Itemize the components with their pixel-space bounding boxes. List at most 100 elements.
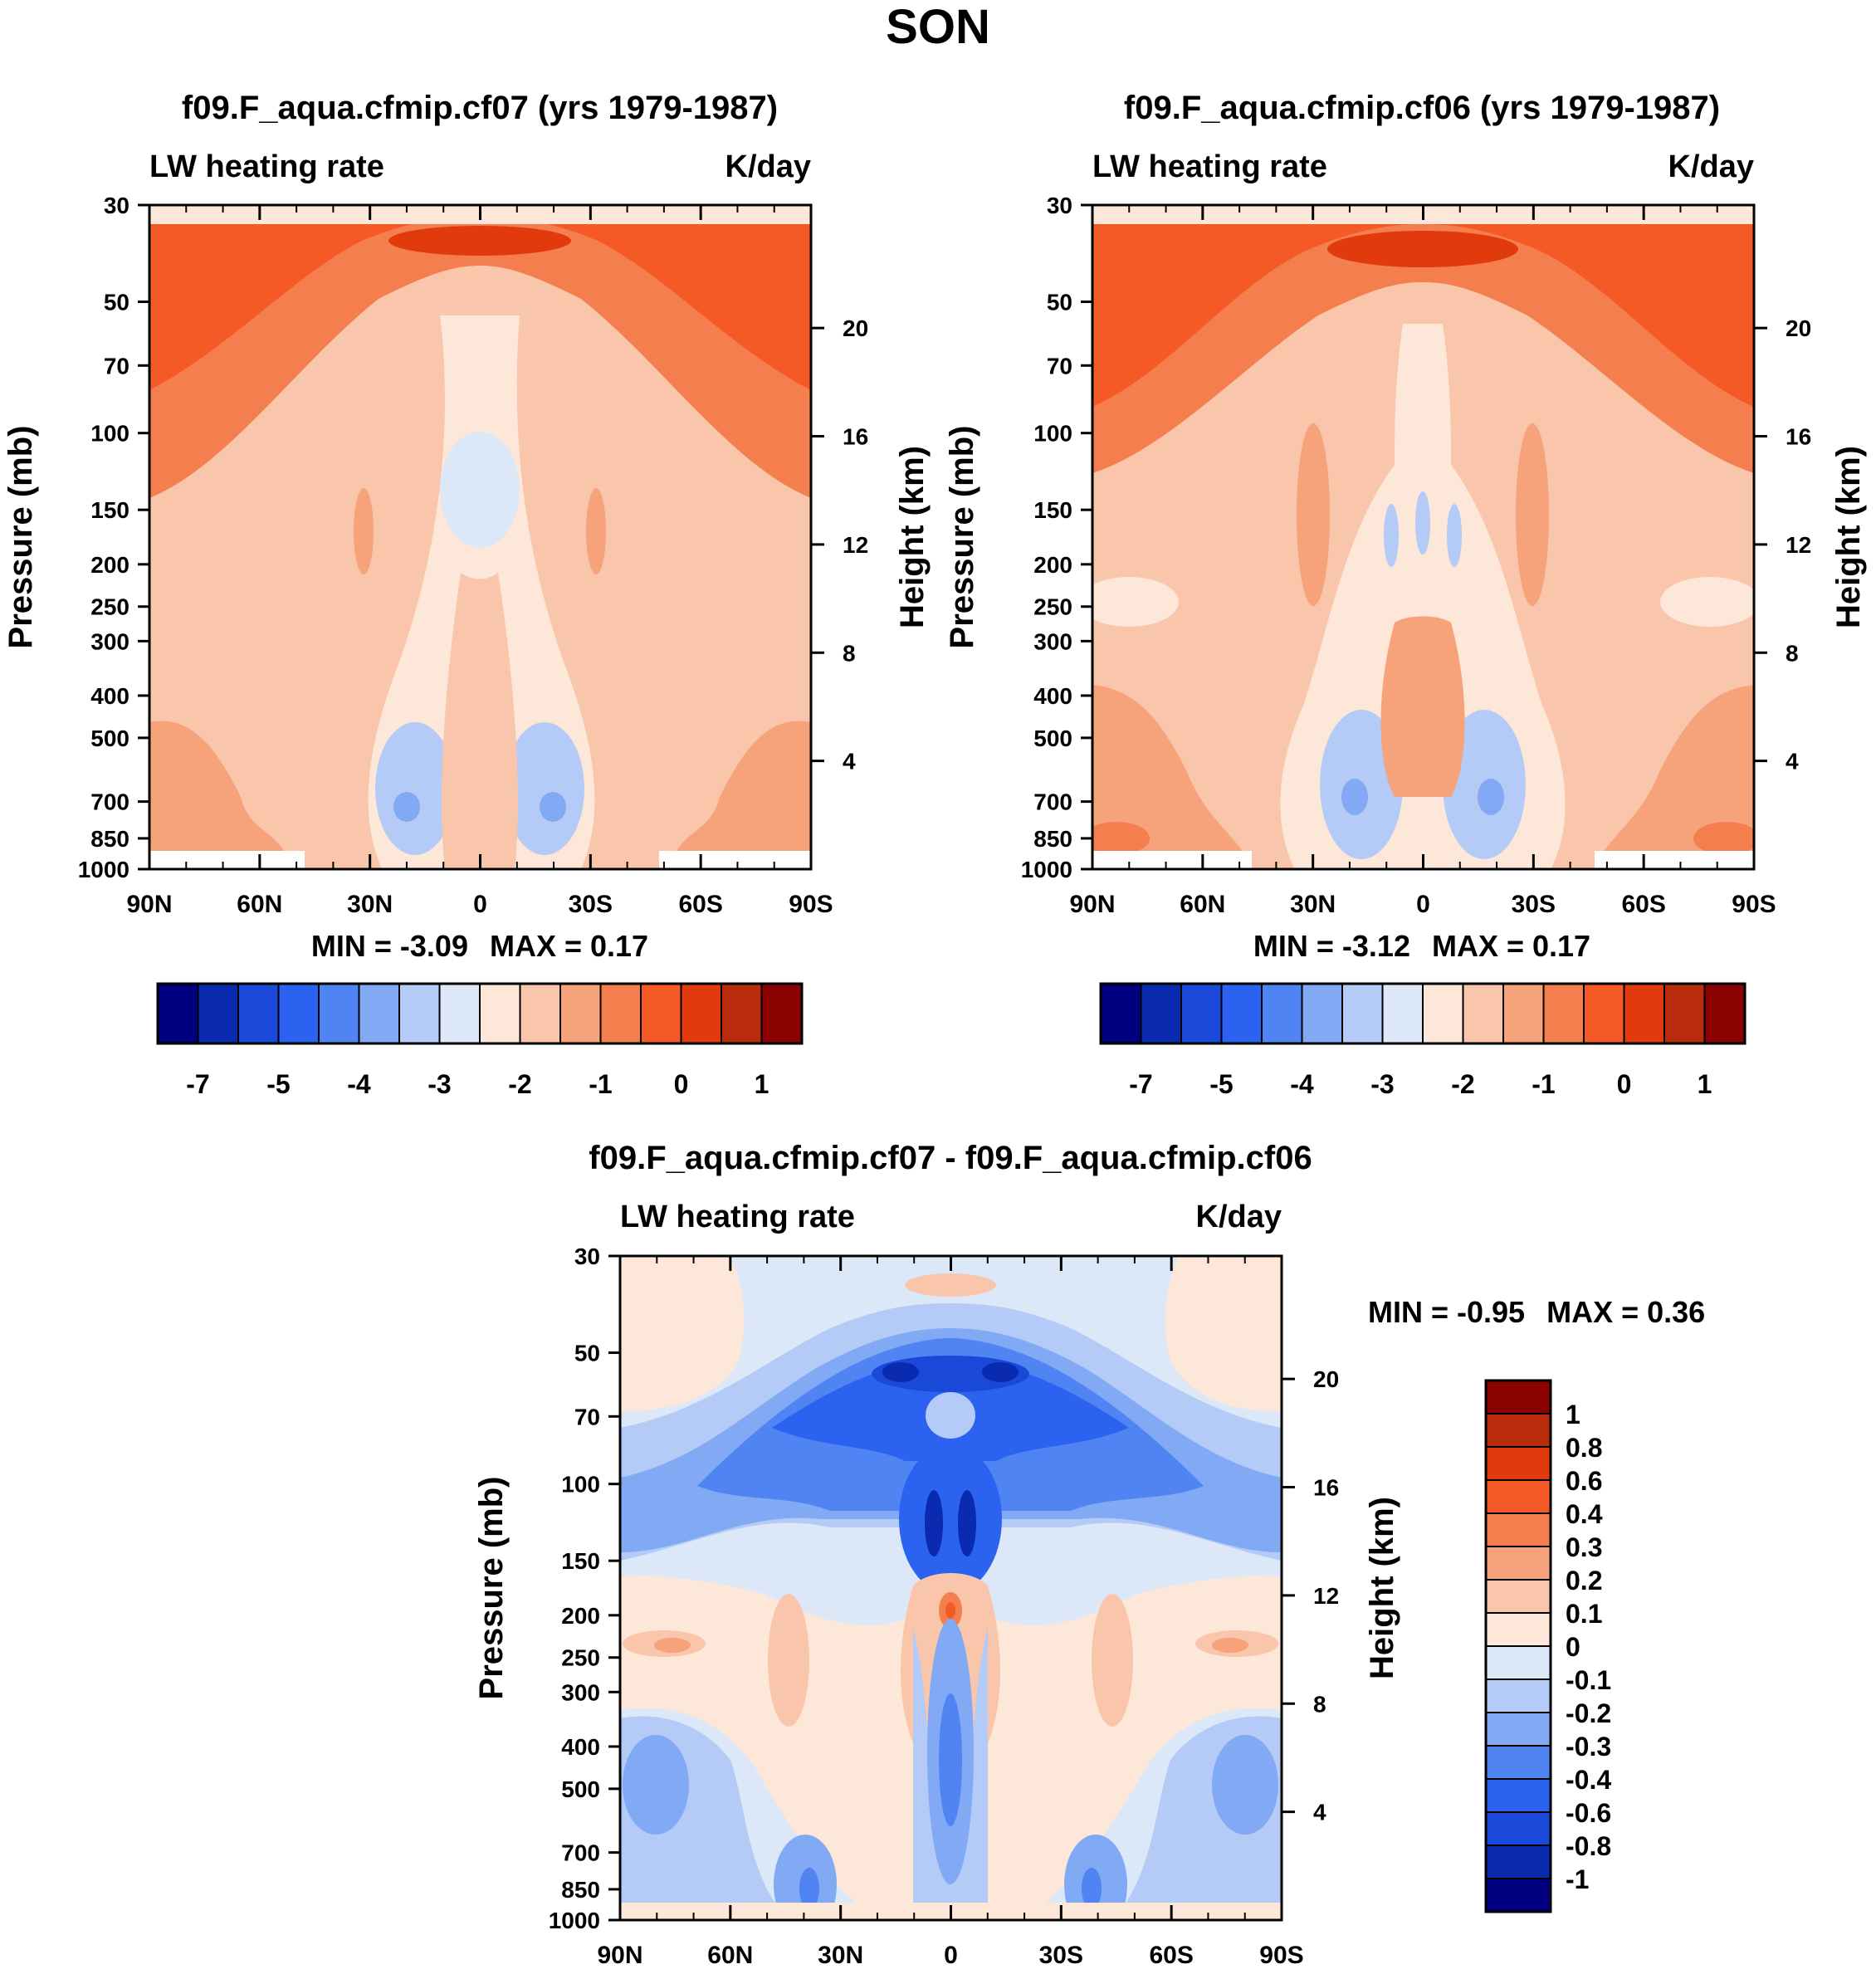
colorbar-label: -2 [508, 1069, 531, 1099]
contour-equator-peak [945, 1602, 955, 1619]
x-axis: 90N 60N 30N 0 30S 60S 90S [126, 205, 833, 918]
contour-lowlevel-left [1092, 577, 1179, 627]
x-tick-label: 30S [569, 891, 613, 918]
contour-cool-right-core [540, 792, 566, 822]
y-axis-pressure: 30 50 70 100 150 200 250 300 400 500 700 850 1000 [78, 193, 149, 882]
colorbar-box [1485, 1612, 1551, 1647]
y-tick-label: 400 [1033, 683, 1072, 709]
colorbar-label: 1 [1566, 1400, 1580, 1429]
contour-cool-aloft [440, 432, 520, 548]
contour-equator-tongue [442, 573, 518, 869]
y-axis-height: 20 16 12 8 4 [811, 315, 868, 774]
colorbar-label: -0.1 [1566, 1665, 1611, 1695]
y-axis-title: Pressure (mb) [944, 426, 980, 649]
contour-near-surface-right-core [1082, 1868, 1102, 1909]
height-tick-label: 20 [1313, 1366, 1339, 1392]
x-tick-label: 0 [473, 891, 487, 918]
y-tick-label: 300 [561, 1679, 600, 1705]
y-axis-right-title: Height (km) [1364, 1497, 1400, 1679]
contour-tropopause-max [1327, 231, 1518, 267]
missing-left [149, 851, 305, 869]
y-axis-right-title: Height (km) [894, 446, 931, 628]
height-tick-label: 16 [1313, 1475, 1339, 1501]
variable-label: LW heating rate [1092, 149, 1327, 184]
colorbar-vertical: 1 0.80.60.40.3 0.2 0.10-0.1-0.2 -0.3-0.4-0.6… [1484, 1379, 1611, 1913]
contour-cool-right-core [1478, 779, 1504, 815]
y-tick-label: 300 [1033, 628, 1072, 654]
y-tick-label: 500 [561, 1776, 600, 1802]
x-tick-label: 30N [347, 891, 393, 918]
contour-cool-aloft-a [1384, 504, 1399, 567]
height-tick-label: 16 [1786, 424, 1811, 450]
colorbar-box [1485, 1413, 1551, 1448]
panel-title: f09.F_aqua.cfmip.cf07 - f09.F_aqua.cfmip… [589, 1140, 1312, 1176]
y-tick-label: 1000 [549, 1908, 600, 1933]
y-tick-label: 30 [104, 193, 129, 218]
colorbar-box [479, 983, 521, 1044]
colorbar-label: -3 [427, 1069, 451, 1099]
height-tick-label: 12 [1313, 1583, 1339, 1609]
colorbar-label: 0.6 [1566, 1466, 1602, 1496]
max-label: MAX = 0.36 [1546, 1295, 1705, 1329]
contour-upper-heating-strong [1092, 217, 1754, 407]
colorbar-label: 0.1 [1566, 1599, 1602, 1629]
colorbar-label: -0.4 [1566, 1765, 1611, 1795]
contour-cool-left-core [1341, 779, 1368, 815]
min-max-label: MIN = -0.95 MAX = 0.36 [1368, 1295, 1705, 1329]
colorbar-label: 1 [1698, 1069, 1712, 1099]
contour-top-left-positive [620, 1256, 745, 1411]
contour-mid-left-positive [768, 1594, 809, 1727]
colorbar-label: -4 [347, 1069, 371, 1099]
contour-lowlevel-right [1660, 577, 1754, 627]
height-tick-label: 4 [1313, 1800, 1326, 1825]
colorbar-box [640, 983, 682, 1044]
missing-right [659, 851, 811, 869]
colorbar-box [1180, 983, 1223, 1044]
colorbar-box [197, 983, 239, 1044]
colorbar-label: -0.6 [1566, 1798, 1611, 1828]
contour-cool-left [375, 722, 455, 855]
height-tick-label: 20 [843, 315, 868, 341]
min-max-label: MIN = -3.12 MAX = 0.17 [1253, 929, 1590, 963]
colorbar-box [721, 983, 763, 1044]
colorbar-box [1485, 1745, 1551, 1780]
colorbar-box [398, 983, 441, 1044]
contour-lowcolumn-core [939, 1693, 962, 1826]
y-tick-label: 100 [1033, 421, 1072, 447]
x-tick-label: 30N [1290, 891, 1336, 918]
contour-upper-heating [149, 205, 811, 498]
max-label: MAX = 0.17 [490, 929, 648, 963]
colorbar-box [1485, 1380, 1551, 1415]
contour-cool-right [505, 722, 584, 855]
x-tick-label: 30S [1039, 1942, 1083, 1969]
contour-mid-right-blob [586, 488, 606, 574]
x-axis: 90N 60N 30N 0 30S 60S 90S [597, 1256, 1304, 1969]
colorbar-box [1623, 983, 1665, 1044]
y-axis-title: Pressure (mb) [473, 1477, 510, 1700]
contour-top-right-positive [1165, 1256, 1282, 1411]
missing-left [1092, 851, 1252, 869]
y-tick-label: 200 [561, 1603, 600, 1629]
colorbar-box [1140, 983, 1182, 1044]
contour-column-negative [899, 1444, 1002, 1594]
y-tick-label: 70 [1047, 353, 1072, 379]
contour-surface-left [1092, 822, 1150, 855]
colorbar-label: -0.3 [1566, 1732, 1611, 1762]
contour-mid-right-positive [1092, 1594, 1133, 1727]
x-axis: 90N 60N 30N 0 30S 60S 90S [1069, 205, 1776, 918]
panel-cf07: f09.F_aqua.cfmip.cf07 (yrs 1979-1987) LW… [2, 90, 931, 1099]
contour-surface-left-core [623, 1735, 689, 1835]
height-tick-label: 16 [843, 424, 868, 450]
colorbar-box [277, 983, 320, 1044]
x-tick-label: 30N [818, 1942, 863, 1969]
colorbar-box [318, 983, 360, 1044]
contour-upper-heating-strong [149, 217, 811, 390]
min-label: MIN = -3.09 [311, 929, 468, 963]
y-tick-label: 250 [90, 594, 129, 620]
y-tick-label: 30 [574, 1244, 600, 1269]
contour-equator-tongue [1380, 616, 1465, 797]
contour-field [149, 205, 811, 869]
y-tick-label: 30 [1047, 193, 1072, 218]
colorbar-box [1663, 983, 1706, 1044]
